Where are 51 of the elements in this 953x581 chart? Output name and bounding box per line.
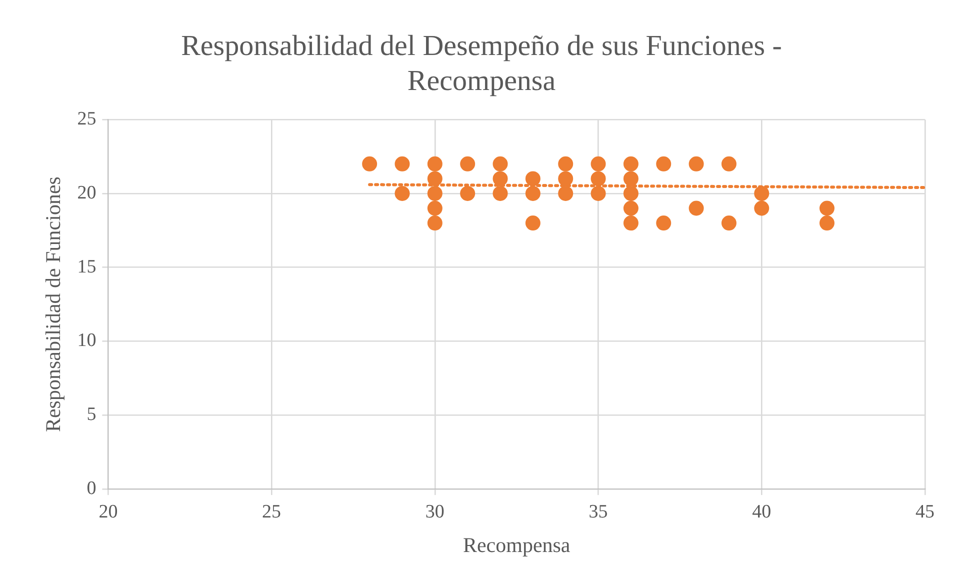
point — [525, 216, 540, 231]
point — [525, 171, 540, 186]
point — [558, 156, 574, 172]
point — [492, 156, 508, 172]
point — [558, 171, 574, 186]
point — [623, 171, 638, 186]
point — [590, 171, 606, 186]
point — [754, 186, 770, 201]
point — [688, 156, 704, 172]
point — [525, 186, 540, 201]
point — [427, 156, 442, 172]
point — [721, 156, 736, 172]
y-tick-label: 20 — [77, 182, 96, 204]
point — [492, 171, 508, 186]
point — [427, 186, 442, 201]
x-tick-label: 25 — [262, 501, 282, 522]
point — [362, 156, 378, 172]
point — [427, 200, 442, 216]
point — [394, 156, 410, 172]
x-tick-label: 45 — [916, 501, 934, 522]
point — [819, 200, 834, 216]
x-tick-label: 30 — [425, 501, 444, 522]
point — [623, 200, 638, 216]
x-tick-label: 35 — [588, 501, 608, 522]
point — [460, 186, 476, 201]
y-axis-title: Responsabilidad de Funciones — [41, 176, 66, 432]
point — [656, 156, 672, 172]
chart-title: Responsabilidad del Desempeño de sus Funciones - Recompensa — [181, 30, 782, 97]
point — [623, 156, 638, 172]
x-axis-title: Recompensa — [462, 532, 571, 557]
point — [492, 186, 508, 201]
y-tick-label: 0 — [86, 478, 96, 499]
point — [427, 171, 442, 186]
y-tick-label: 15 — [77, 256, 96, 278]
point — [623, 186, 638, 201]
point — [688, 200, 704, 216]
point — [558, 186, 574, 201]
point — [754, 200, 770, 216]
point — [394, 186, 410, 201]
point — [623, 216, 638, 231]
point — [460, 156, 476, 172]
point — [656, 216, 672, 231]
y-tick-label: 25 — [77, 108, 96, 130]
point — [819, 216, 834, 231]
point — [721, 216, 736, 231]
y-tick-label: 10 — [77, 330, 96, 352]
point — [427, 216, 442, 231]
y-tick-label: 5 — [86, 404, 96, 426]
point — [590, 186, 606, 201]
point — [590, 156, 606, 172]
x-tick-label: 40 — [752, 501, 772, 522]
